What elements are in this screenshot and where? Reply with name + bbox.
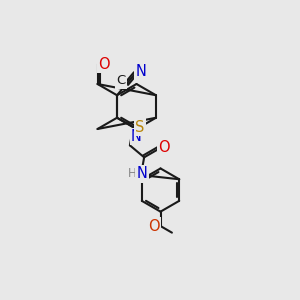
Text: N: N	[136, 166, 147, 181]
Text: O: O	[159, 140, 170, 155]
Text: C: C	[117, 74, 126, 87]
Text: H: H	[128, 167, 136, 180]
Text: S: S	[135, 119, 144, 134]
Text: O: O	[98, 57, 110, 72]
Text: N: N	[135, 64, 146, 79]
Text: N: N	[131, 129, 142, 144]
Text: O: O	[148, 218, 160, 233]
